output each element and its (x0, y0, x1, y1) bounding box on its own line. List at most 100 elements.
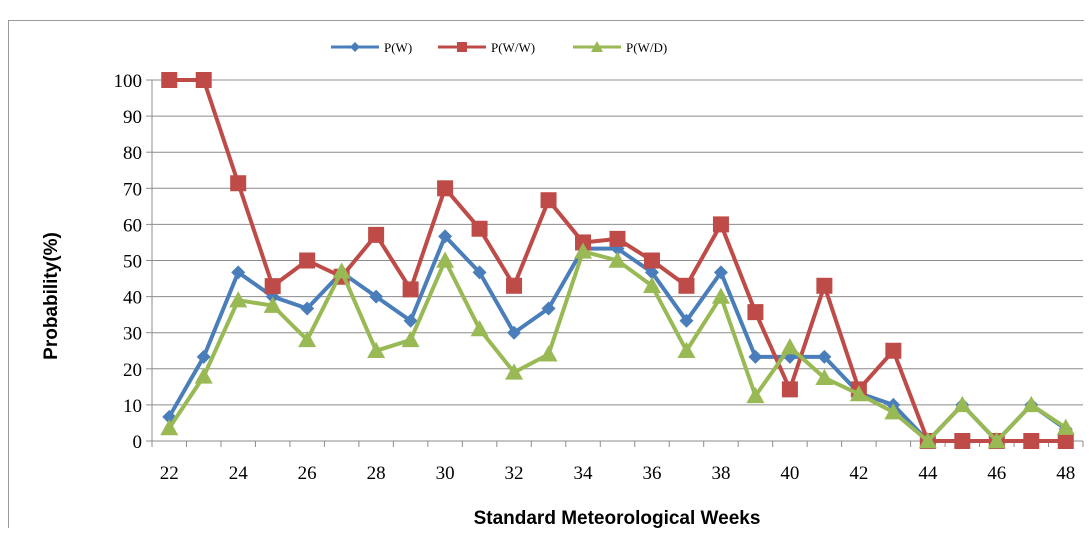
legend-marker (350, 42, 360, 52)
data-point (196, 349, 211, 364)
data-point (401, 330, 420, 348)
data-point (332, 262, 351, 279)
x-tick-label: 42 (849, 463, 868, 484)
data-point (231, 265, 246, 280)
data-point (438, 229, 453, 244)
data-point (574, 242, 593, 259)
y-tick-label: 10 (123, 396, 142, 417)
data-point (471, 220, 488, 237)
chart-frame (8, 20, 1084, 528)
data-point (781, 381, 798, 398)
data-point (644, 265, 659, 280)
legend-label: P(W/W) (491, 40, 535, 55)
data-point (369, 289, 384, 304)
x-axis-title: Standard Meteorological Weeks (474, 508, 761, 529)
data-point (746, 386, 765, 404)
tick-labels: 0 10 20 30 40 50 60 70 80 90 100 22 24 26 28 30 32 34 36 38… (114, 71, 1076, 484)
y-tick-label: 20 (123, 360, 142, 381)
data-point (300, 301, 315, 316)
data-point (539, 345, 558, 362)
data-point (506, 277, 523, 294)
x-tick-label: 32 (505, 463, 524, 484)
y-tick-label: 50 (123, 252, 142, 273)
x-tick-label: 26 (298, 463, 317, 484)
y-tick-label: 70 (123, 179, 142, 200)
data-point (747, 304, 764, 321)
data-point (678, 277, 695, 294)
data-point (954, 433, 971, 449)
data-point (368, 226, 385, 243)
data-point (437, 180, 454, 197)
data-point (161, 72, 178, 88)
x-tick-label: 30 (436, 463, 455, 484)
data-point (780, 338, 799, 355)
data-point (229, 291, 248, 308)
data-point (677, 341, 696, 358)
data-point (540, 192, 557, 209)
series-pww (161, 72, 1074, 449)
x-tick-label: 46 (987, 463, 1006, 484)
legend-item: P(W/D) (573, 40, 667, 55)
legend-label: P(W) (384, 40, 412, 55)
x-tick-label: 48 (1056, 463, 1075, 484)
data-point (711, 287, 730, 304)
data-point (748, 349, 763, 364)
series (160, 72, 1075, 449)
x-tick-label: 40 (780, 463, 799, 484)
x-tick-label: 44 (918, 463, 938, 484)
legend-marker (457, 42, 467, 52)
data-point (1022, 395, 1041, 413)
data-point (470, 320, 489, 337)
y-tick-label: 60 (123, 215, 142, 236)
data-point (885, 342, 902, 359)
data-point (815, 368, 834, 386)
data-point (230, 175, 247, 192)
series-pwd (160, 242, 1075, 449)
data-point (264, 278, 281, 295)
legend: P(W) P(W/W) P(W/D) (331, 40, 667, 55)
data-point (953, 395, 972, 413)
y-axis-title: Probability(%) (41, 232, 62, 360)
data-point (507, 325, 522, 340)
data-point (849, 385, 868, 402)
data-point (679, 313, 694, 328)
data-point (472, 265, 487, 280)
data-point (541, 301, 556, 316)
y-tick-label: 100 (114, 71, 143, 92)
y-tick-label: 0 (133, 432, 143, 453)
data-point (918, 432, 937, 449)
data-point (263, 296, 282, 313)
data-point (402, 281, 419, 298)
data-point (298, 330, 317, 348)
data-point (367, 341, 386, 358)
data-point (403, 313, 418, 328)
data-point (817, 349, 832, 364)
legend-item: P(W/W) (438, 40, 535, 55)
y-tick-label: 80 (123, 143, 142, 164)
x-tick-label: 28 (367, 463, 386, 484)
data-point (194, 367, 213, 384)
x-tick-label: 38 (711, 463, 730, 484)
data-point (195, 72, 212, 88)
data-point (987, 432, 1006, 449)
data-point (436, 251, 455, 268)
legend-item: P(W) (331, 40, 412, 55)
data-point (643, 252, 660, 269)
data-point (1023, 433, 1040, 449)
legend-marker (591, 41, 603, 52)
data-point (1056, 418, 1075, 435)
data-point (713, 265, 728, 280)
x-tick-label: 22 (160, 463, 179, 484)
data-point (160, 419, 179, 436)
x-tick-label: 24 (229, 463, 249, 484)
x-tick-label: 36 (642, 463, 661, 484)
data-point (609, 230, 626, 247)
data-point (299, 252, 316, 269)
data-point (1057, 433, 1074, 449)
data-point (642, 276, 661, 293)
data-point (608, 251, 627, 268)
y-tick-label: 90 (123, 107, 142, 128)
data-point (884, 403, 903, 420)
x-tick-label: 34 (574, 463, 594, 484)
